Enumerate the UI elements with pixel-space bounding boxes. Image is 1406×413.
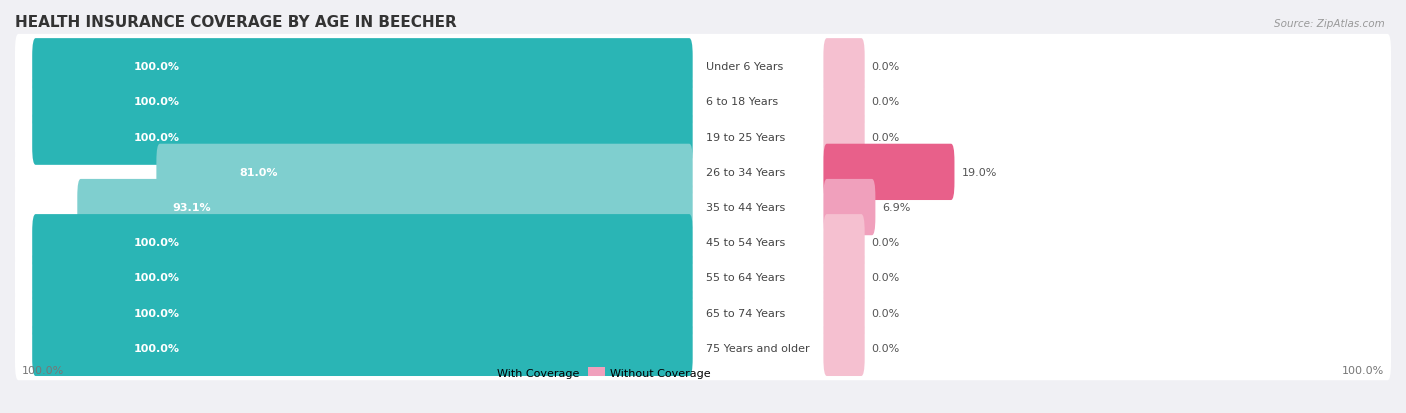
FancyBboxPatch shape (15, 35, 1391, 100)
FancyBboxPatch shape (32, 320, 693, 376)
FancyBboxPatch shape (15, 316, 1391, 380)
Text: HEALTH INSURANCE COVERAGE BY AGE IN BEECHER: HEALTH INSURANCE COVERAGE BY AGE IN BEEC… (15, 15, 457, 30)
Text: 65 to 74 Years: 65 to 74 Years (706, 308, 786, 318)
Text: 45 to 54 Years: 45 to 54 Years (706, 238, 786, 248)
Text: 81.0%: 81.0% (239, 167, 278, 178)
Text: 75 Years and older: 75 Years and older (706, 343, 810, 353)
FancyBboxPatch shape (32, 215, 693, 271)
Text: 100.0%: 100.0% (134, 308, 180, 318)
Text: 0.0%: 0.0% (872, 62, 900, 72)
FancyBboxPatch shape (32, 250, 693, 306)
Text: 100.0%: 100.0% (1341, 365, 1384, 375)
FancyBboxPatch shape (824, 145, 955, 201)
FancyBboxPatch shape (824, 215, 865, 271)
FancyBboxPatch shape (32, 39, 693, 95)
Text: 26 to 34 Years: 26 to 34 Years (706, 167, 786, 178)
FancyBboxPatch shape (824, 285, 865, 341)
FancyBboxPatch shape (824, 250, 865, 306)
FancyBboxPatch shape (824, 320, 865, 376)
Text: 19.0%: 19.0% (962, 167, 997, 178)
FancyBboxPatch shape (15, 175, 1391, 240)
Text: 0.0%: 0.0% (872, 97, 900, 107)
FancyBboxPatch shape (15, 210, 1391, 275)
Text: 100.0%: 100.0% (134, 238, 180, 248)
Text: 100.0%: 100.0% (22, 365, 65, 375)
FancyBboxPatch shape (15, 245, 1391, 310)
Text: 6 to 18 Years: 6 to 18 Years (706, 97, 779, 107)
FancyBboxPatch shape (77, 180, 693, 236)
Text: 0.0%: 0.0% (872, 132, 900, 142)
FancyBboxPatch shape (824, 180, 876, 236)
FancyBboxPatch shape (15, 70, 1391, 135)
Text: 100.0%: 100.0% (134, 273, 180, 283)
FancyBboxPatch shape (824, 74, 865, 131)
Text: 0.0%: 0.0% (872, 273, 900, 283)
Text: 0.0%: 0.0% (872, 343, 900, 353)
Text: 100.0%: 100.0% (134, 62, 180, 72)
FancyBboxPatch shape (824, 109, 865, 166)
FancyBboxPatch shape (32, 285, 693, 341)
Text: 19 to 25 Years: 19 to 25 Years (706, 132, 786, 142)
Text: 100.0%: 100.0% (134, 97, 180, 107)
FancyBboxPatch shape (32, 109, 693, 166)
FancyBboxPatch shape (32, 74, 693, 131)
Text: Under 6 Years: Under 6 Years (706, 62, 783, 72)
Legend: With Coverage, Without Coverage: With Coverage, Without Coverage (471, 363, 716, 382)
Text: Source: ZipAtlas.com: Source: ZipAtlas.com (1274, 19, 1385, 28)
Text: 0.0%: 0.0% (872, 308, 900, 318)
Text: 6.9%: 6.9% (882, 202, 911, 213)
Text: 0.0%: 0.0% (872, 238, 900, 248)
FancyBboxPatch shape (156, 145, 693, 201)
Text: 93.1%: 93.1% (172, 202, 211, 213)
Text: 100.0%: 100.0% (134, 132, 180, 142)
Text: 100.0%: 100.0% (134, 343, 180, 353)
Text: 55 to 64 Years: 55 to 64 Years (706, 273, 786, 283)
FancyBboxPatch shape (15, 105, 1391, 170)
Text: 35 to 44 Years: 35 to 44 Years (706, 202, 786, 213)
FancyBboxPatch shape (824, 39, 865, 95)
FancyBboxPatch shape (15, 280, 1391, 345)
FancyBboxPatch shape (15, 140, 1391, 205)
